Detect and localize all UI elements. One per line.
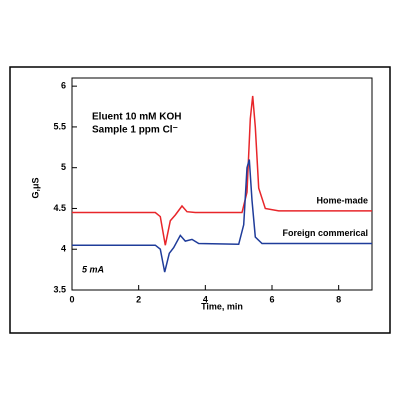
legend-label: Home-made bbox=[316, 195, 368, 205]
annotation: 5 mA bbox=[82, 264, 104, 274]
plot-area bbox=[71, 77, 373, 291]
y-tick-label: 6 bbox=[61, 81, 66, 91]
y-tick-label: 4.5 bbox=[53, 203, 66, 213]
x-axis-label: Time, min bbox=[201, 301, 243, 311]
x-tick-label: 4 bbox=[203, 294, 208, 304]
y-tick-label: 4 bbox=[61, 244, 66, 254]
y-axis-label: G,μS bbox=[30, 177, 40, 198]
y-tick-label: 5.5 bbox=[53, 121, 66, 131]
y-tick-label: 5 bbox=[61, 162, 66, 172]
annotation: Sample 1 ppm Cl⁻ bbox=[92, 125, 178, 136]
x-tick-label: 2 bbox=[136, 294, 141, 304]
legend-label: Foreign commerical bbox=[282, 228, 368, 238]
annotation: Eluent 10 mM KOH bbox=[92, 112, 181, 123]
line bbox=[72, 159, 372, 273]
x-tick-label: 0 bbox=[69, 294, 74, 304]
line bbox=[72, 95, 372, 246]
y-tick-label: 3.5 bbox=[53, 284, 66, 294]
x-tick-label: 6 bbox=[269, 294, 274, 304]
x-tick-label: 8 bbox=[336, 294, 341, 304]
frame bbox=[9, 66, 391, 334]
